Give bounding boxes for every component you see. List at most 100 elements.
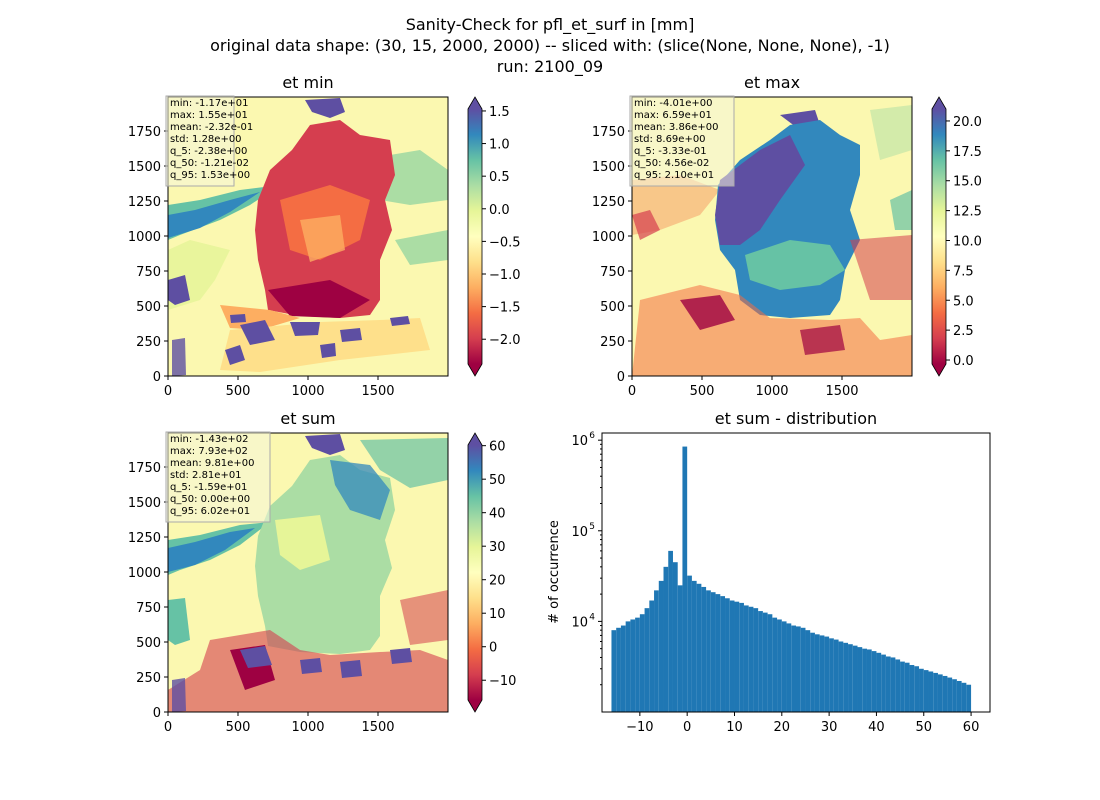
y-tick-label: 10	[571, 615, 588, 630]
histogram-bar	[625, 621, 631, 712]
y-tick-label: 750	[136, 601, 161, 616]
y-axis-ticks: 0 250 500 750 1000 1250 1500 1750	[128, 125, 168, 385]
histogram-bar	[937, 674, 943, 712]
histogram-bar	[748, 606, 754, 712]
panel-et-sum: et sum 0 500 1000 1500	[128, 409, 517, 735]
histogram-bar	[611, 630, 617, 712]
stats-line: q_5: -2.38e+00	[170, 146, 247, 157]
histogram-bar	[687, 575, 692, 712]
heatmap-image	[632, 97, 912, 376]
histogram-bar	[772, 617, 778, 712]
y-tick-label: 250	[600, 335, 625, 350]
heatmap-image	[168, 97, 448, 376]
histogram-bar	[857, 647, 863, 712]
y-tick-exponent: 4	[589, 612, 595, 622]
histogram-bar	[616, 627, 621, 712]
y-tick-label: 0	[617, 370, 625, 385]
panel-title: et sum - distribution	[715, 409, 877, 428]
histogram-bar	[952, 679, 957, 712]
histogram-bar	[743, 605, 749, 712]
histogram-bar	[900, 661, 905, 712]
histogram-bar	[881, 654, 886, 712]
x-tick-label: 1000	[291, 720, 324, 735]
stats-line: q_50: 0.00e+00	[170, 494, 250, 505]
stats-line: std: 2.81e+01	[170, 470, 242, 481]
y-tick-label: 0	[153, 706, 161, 721]
histogram-bar	[620, 625, 626, 712]
colorbar-tick-label: 15.0	[953, 175, 982, 190]
figure-title-line-2: original data shape: (30, 15, 2000, 2000…	[210, 36, 890, 55]
stats-line: min: -1.17e+01	[170, 98, 249, 109]
colorbar-tick-label: 50	[489, 473, 506, 488]
histogram-bar	[739, 602, 744, 712]
y-axis-label: # of occurrence	[547, 520, 562, 624]
colorbar-tick-label: 0.0	[953, 354, 974, 369]
x-tick-label: 500	[690, 384, 715, 399]
histogram-bar	[871, 651, 877, 712]
histogram-bar	[866, 649, 872, 712]
y-tick-label: 500	[136, 300, 161, 315]
x-tick-label: 10	[726, 720, 743, 735]
histogram-bar	[956, 680, 962, 712]
x-tick-label: 1500	[361, 720, 394, 735]
stats-line: max: 6.59e+01	[634, 110, 712, 121]
stats-line: q_95: 2.10e+01	[634, 170, 714, 181]
colorbar-tick-label: 30	[489, 540, 506, 555]
histogram-bar	[848, 644, 853, 712]
y-tick-label: 1000	[592, 230, 625, 245]
histogram-bar	[786, 623, 792, 712]
histogram-bar	[710, 592, 716, 712]
histogram-bar	[942, 675, 948, 712]
histogram-bar	[635, 617, 640, 712]
colorbar-tick-label: 60	[489, 440, 506, 455]
x-tick-label: 1500	[825, 384, 858, 399]
y-tick-label: 10	[571, 525, 588, 540]
stats-line: q_50: 4.56e-02	[634, 158, 709, 169]
histogram-bar	[734, 601, 740, 712]
y-tick-label: 1250	[592, 195, 625, 210]
histogram-bar	[829, 638, 834, 712]
colorbar-tick-label: −1.5	[489, 301, 521, 316]
histogram-bar	[890, 657, 896, 712]
y-tick-label: 1000	[128, 566, 161, 581]
colorbar-tick-label: 10	[489, 607, 506, 622]
histogram-bar	[814, 634, 820, 712]
histogram-bar	[672, 562, 678, 712]
colorbar-ticks: 1.5 1.0 0.5 0.0 −0.5 −1.0 −1.5 −2.0	[482, 105, 521, 348]
colorbar-tick-label: 17.5	[953, 145, 982, 160]
panel-title: et sum	[280, 409, 335, 428]
y-tick-label: 1250	[128, 195, 161, 210]
panel-et-min: et min 0 500	[128, 73, 521, 399]
y-tick-label: 1750	[128, 461, 161, 476]
colorbar-tick-label: 7.5	[953, 264, 974, 279]
x-tick-label: 1000	[291, 384, 324, 399]
histogram-bar	[966, 684, 972, 712]
panel-title: et min	[282, 73, 333, 92]
colorbar-tick-label: −1.0	[489, 268, 521, 283]
stats-line: max: 1.55e+01	[170, 110, 248, 121]
stats-line: min: -4.01e+00	[634, 98, 713, 109]
x-axis-ticks: 0 500 1000 1500	[164, 376, 395, 399]
panel-et-sum-distribution: et sum - distribution −10 0 10 20 30 40 50 60 1…	[547, 409, 991, 735]
x-tick-label: −10	[626, 720, 653, 735]
x-axis-ticks: 0 500 1000 1500	[628, 376, 859, 399]
y-tick-label: 1500	[128, 496, 161, 511]
colorbar: 1.5 1.0 0.5 0.0 −0.5 −1.0 −1.5 −2.0	[467, 96, 521, 377]
colorbar-ticks: 20.0 17.5 15.0 12.5 10.0 7.5 5.0 2.5 0.0	[946, 115, 982, 369]
histogram-bar	[961, 682, 967, 712]
y-tick-label: 1000	[128, 230, 161, 245]
colorbar: 20.0 17.5 15.0 12.5 10.0 7.5 5.0 2.5 0.0	[931, 96, 982, 377]
histogram-bar	[658, 580, 664, 712]
y-tick-label: 750	[600, 265, 625, 280]
histogram-bar	[644, 608, 650, 712]
colorbar-tick-label: 10.0	[953, 234, 982, 249]
histogram-bar	[791, 625, 796, 712]
colorbar-tick-label: 12.5	[953, 205, 982, 220]
histogram-bar	[914, 666, 920, 712]
histogram-bar	[933, 672, 938, 712]
histogram-bar	[947, 677, 953, 712]
colorbar-ticks: 60 50 40 30 20 10 0 −10	[482, 440, 516, 689]
histogram-bar	[762, 612, 768, 712]
histogram-bar	[758, 611, 763, 712]
